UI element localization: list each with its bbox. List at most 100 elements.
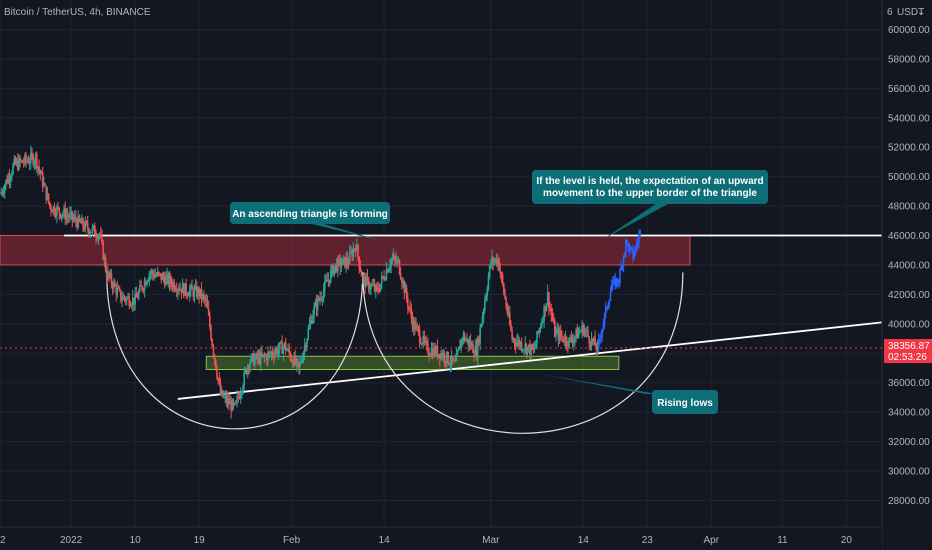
candle-body [389, 265, 391, 269]
candle-body [363, 276, 365, 278]
projection-candle-body [610, 285, 613, 292]
callout-triangle[interactable]: An ascending triangle is forming [230, 202, 390, 242]
candle-body [18, 158, 20, 170]
candle-body [289, 353, 292, 360]
candle-body [510, 324, 512, 331]
candle-body [532, 349, 535, 351]
candle-body [518, 339, 521, 346]
candle-body [570, 337, 573, 341]
candle-body [535, 343, 537, 348]
candle-body [503, 283, 505, 294]
candle-body [537, 331, 540, 333]
candle-body [33, 161, 36, 165]
candle-body [322, 289, 325, 299]
projection-candle-body [618, 282, 620, 284]
candle-body [465, 339, 467, 341]
candle-body [339, 259, 342, 268]
cup-arc-1[interactable] [106, 272, 364, 430]
candle-body [58, 207, 61, 214]
callout-lows[interactable]: Rising lows [540, 374, 718, 414]
candle-body [422, 335, 425, 344]
candle-body [99, 234, 102, 236]
candle-body [357, 244, 359, 257]
candle-body [230, 401, 232, 411]
candle-body [288, 348, 291, 354]
candle-body [227, 398, 230, 405]
candle-body [374, 285, 377, 292]
candle-body [425, 341, 428, 344]
candle-body [141, 286, 144, 290]
projection-candle-body [622, 256, 625, 267]
candle-body [26, 160, 29, 162]
currency-label[interactable]: USDT [897, 7, 924, 18]
candle-body [457, 346, 460, 351]
candle-body [88, 229, 90, 235]
candle-body [130, 305, 133, 307]
callout-upward[interactable]: If the level is held, the expectation of… [532, 170, 768, 240]
candle-body [104, 257, 107, 271]
candle-body [395, 259, 397, 263]
projection-candle-body [636, 242, 639, 245]
time-axis[interactable] [0, 527, 882, 550]
candle-body [404, 287, 407, 293]
candle-body [179, 288, 181, 291]
candle-body [346, 257, 349, 264]
candle-body [140, 285, 142, 287]
candle-body [13, 158, 16, 166]
candle-body [565, 337, 568, 345]
callout-pointer [312, 224, 385, 242]
candle-body [281, 341, 283, 354]
candle-body [511, 330, 513, 340]
candle-body [379, 283, 382, 291]
candle-body [501, 275, 504, 284]
candle-body [530, 344, 532, 355]
candle-body [73, 216, 76, 219]
candle-body [479, 327, 481, 344]
candle-body [581, 325, 583, 332]
candle-body [435, 346, 438, 355]
candle-body [264, 355, 267, 357]
projection-candle-body [619, 270, 621, 283]
candle-body [437, 354, 440, 357]
candle-body [466, 338, 468, 340]
candle-body [201, 294, 204, 299]
candle-body [462, 334, 465, 339]
candle-body [145, 281, 147, 285]
chevron-down-icon[interactable]: ⌄ [917, 7, 925, 18]
candle-body [444, 361, 447, 363]
price-axis[interactable] [882, 0, 932, 550]
candle-body [467, 338, 470, 346]
time-tick-label: Feb [283, 535, 301, 546]
candle-body [137, 291, 140, 299]
callouts[interactable]: An ascending triangle is forming If the l… [230, 170, 768, 414]
time-tick-label: 23 [642, 535, 654, 546]
candle-body [366, 276, 369, 279]
candle-body [158, 272, 160, 274]
price-tick-label: 50000.00 [888, 172, 930, 183]
candle-body [187, 295, 190, 297]
time-tick-label: 14 [379, 535, 391, 546]
candle-body [344, 256, 346, 268]
candle-body [416, 325, 419, 328]
candle-body [171, 283, 173, 288]
candle-body [586, 330, 588, 332]
candle-body [71, 211, 74, 220]
candle-body [109, 273, 112, 277]
candle-body [232, 400, 235, 405]
candle-body [555, 330, 557, 337]
rising-trendline[interactable] [177, 321, 883, 400]
drawing-lines[interactable] [0, 234, 883, 434]
candle-body [327, 279, 330, 282]
candle-body [340, 264, 343, 268]
candle-body [505, 298, 508, 308]
candle-body [453, 359, 455, 361]
support-zone[interactable] [205, 355, 620, 370]
candle-body [482, 309, 485, 317]
cup-arc-2[interactable] [362, 272, 684, 434]
candle-body [34, 154, 37, 162]
candle-body [191, 285, 193, 290]
candle-body [589, 343, 592, 347]
candle-body [542, 321, 544, 323]
candle-body [370, 284, 372, 289]
